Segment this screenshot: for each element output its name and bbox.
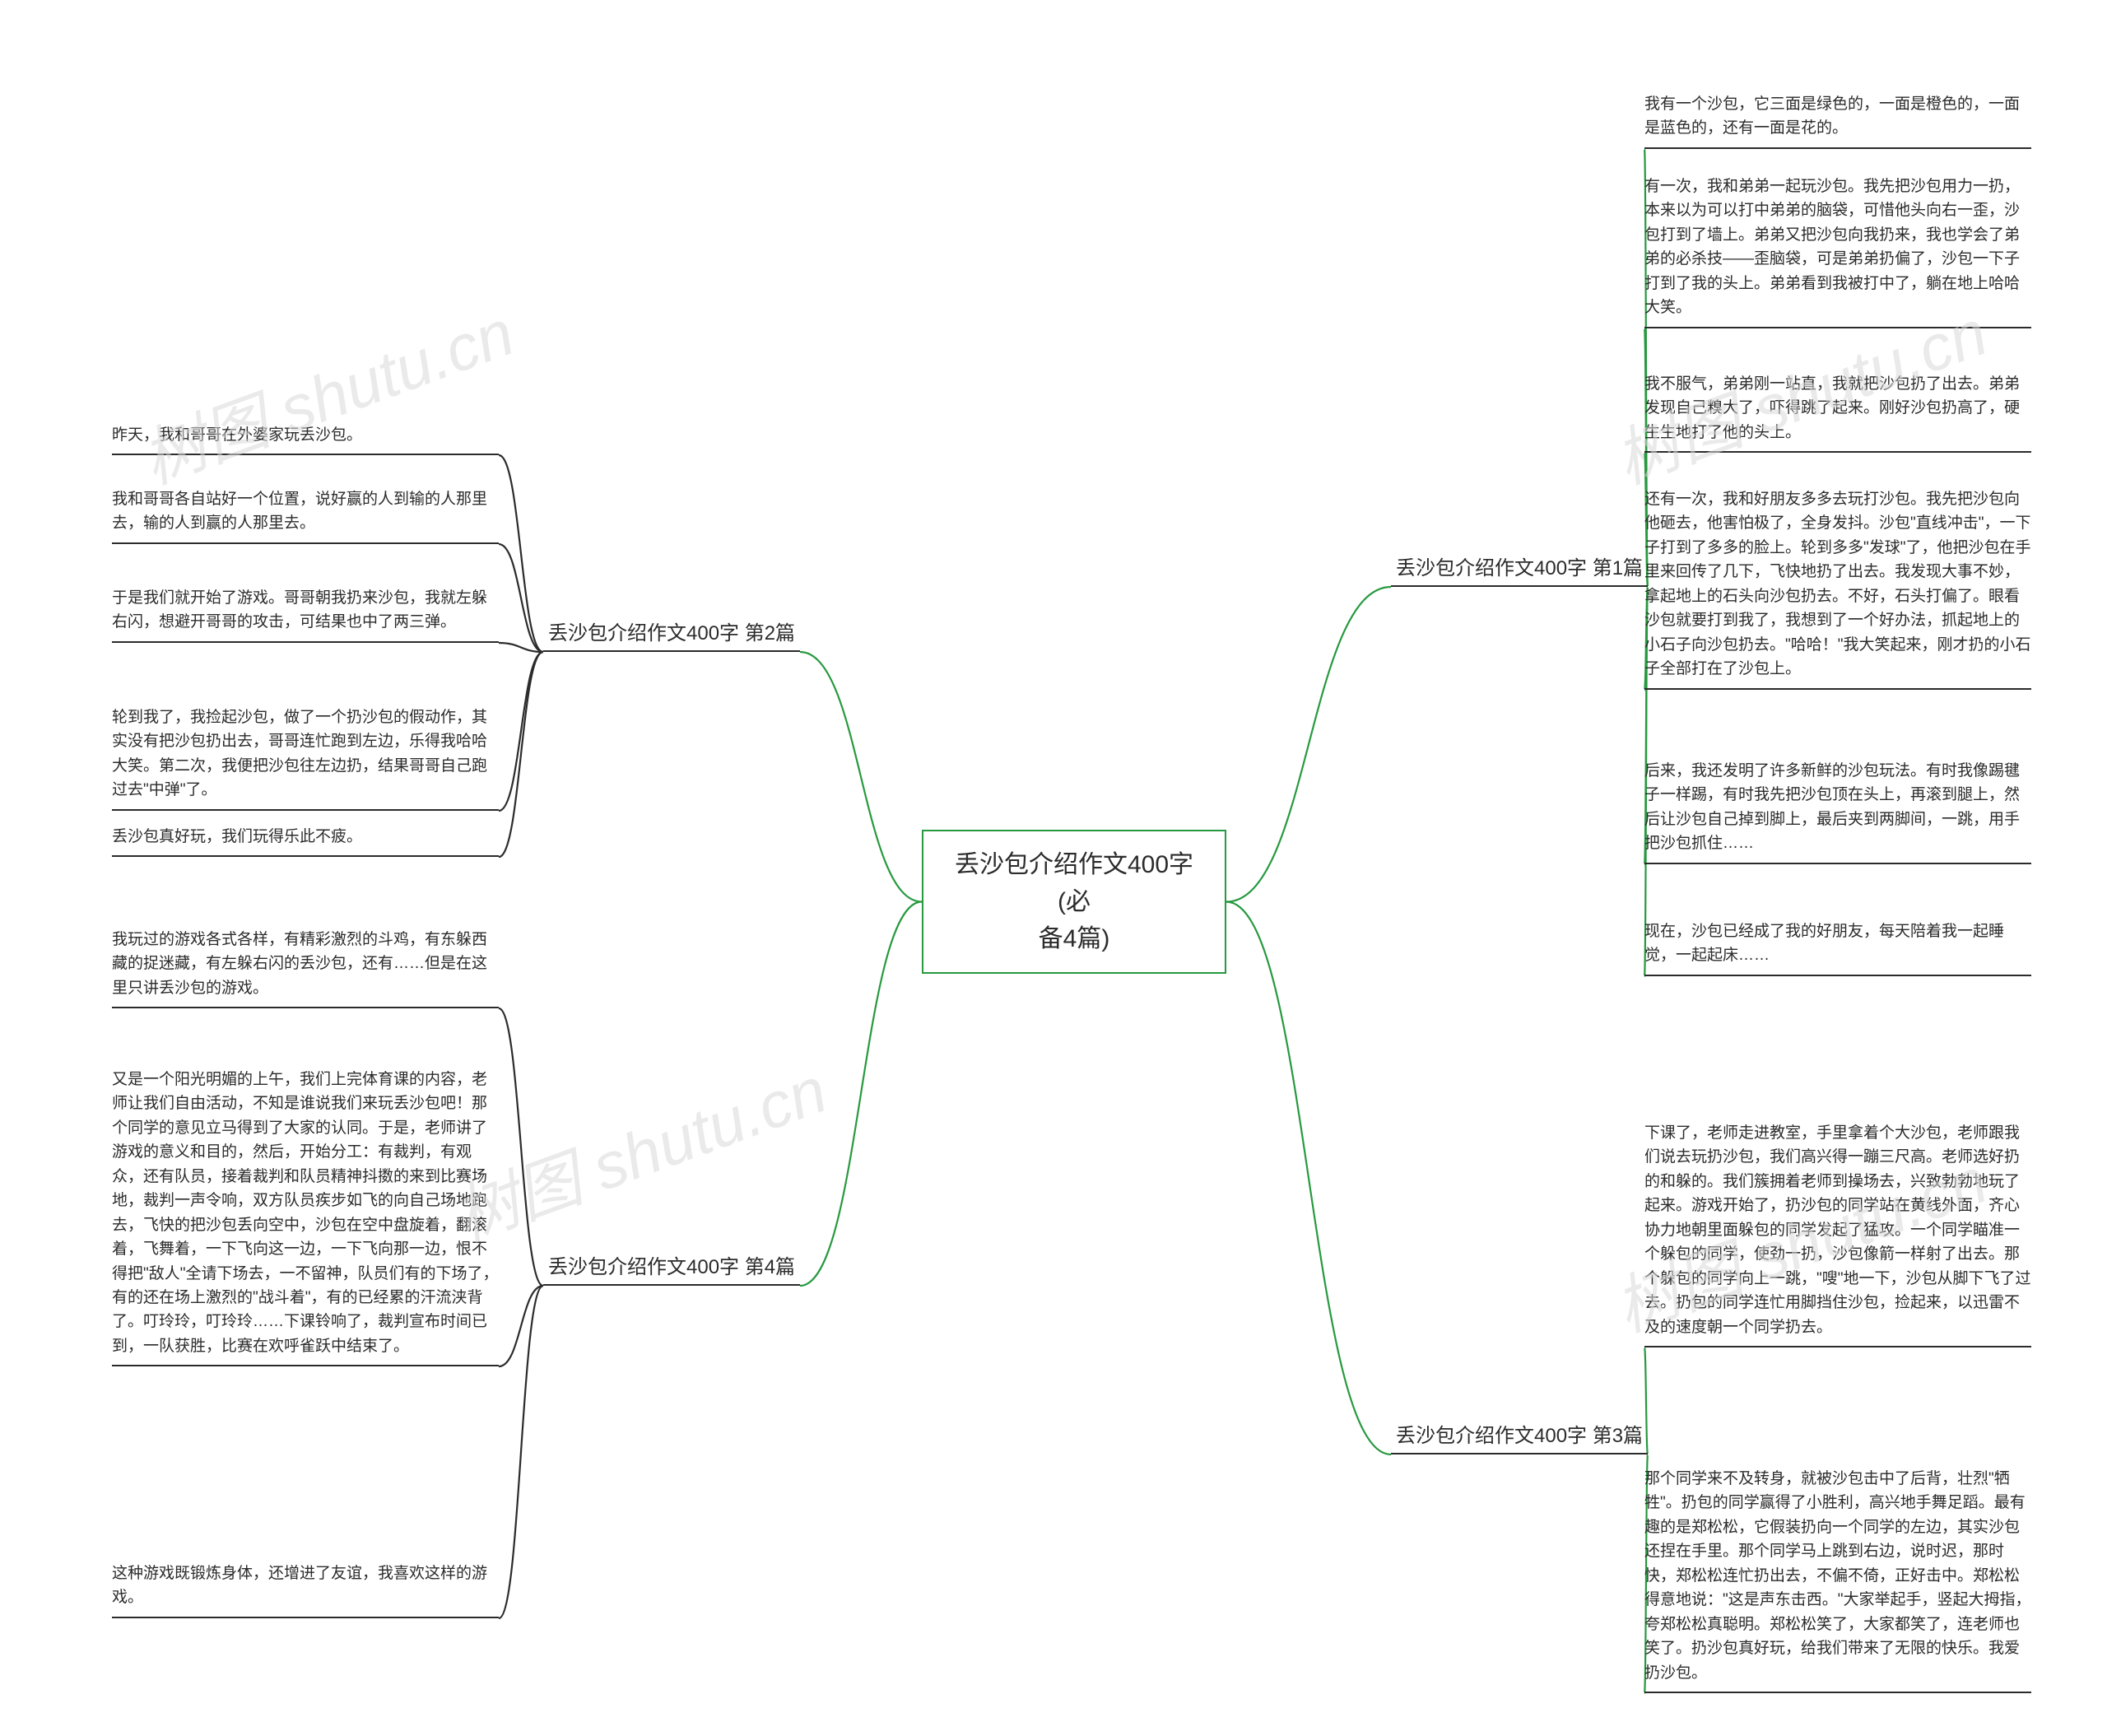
leaf-node: 我有一个沙包，它三面是绿色的，一面是橙色的，一面是蓝色的，还有一面是花的。: [1644, 91, 2031, 149]
branch-essay-3: 丢沙包介绍作文400字 第3篇: [1391, 1416, 1648, 1454]
leaf-node: 后来，我还发明了许多新鲜的沙包玩法。有时我像踢毽子一样踢，有时我先把沙包顶在头上…: [1644, 757, 2031, 864]
leaf-node: 昨天，我和哥哥在外婆家玩丢沙包。: [112, 421, 499, 455]
leaf-node: 于是我们就开始了游戏。哥哥朝我扔来沙包，我就左躲右闪，想避开哥哥的攻击，可结果也…: [112, 584, 499, 643]
leaf-node: 我不服气，弟弟刚一站直，我就把沙包扔了出去。弟弟发现自己糗大了，吓得跳了起来。刚…: [1644, 370, 2031, 453]
leaf-node: 我玩过的游戏各式各样，有精彩激烈的斗鸡，有东躲西藏的捉迷藏，有左躲右闪的丢沙包，…: [112, 926, 499, 1008]
leaf-node: 轮到我了，我捡起沙包，做了一个扔沙包的假动作，其实没有把沙包扔出去，哥哥连忙跑到…: [112, 704, 499, 811]
branch-essay-1: 丢沙包介绍作文400字 第1篇: [1391, 548, 1648, 587]
leaf-node: 这种游戏既锻炼身体，还增进了友谊，我喜欢这样的游戏。: [112, 1560, 499, 1618]
root-node: 丢沙包介绍作文400字(必 备4篇): [922, 830, 1226, 974]
branch-essay-4: 丢沙包介绍作文400字 第4篇: [543, 1247, 800, 1286]
leaf-node: 我和哥哥各自站好一个位置，说好赢的人到输的人那里去，输的人到赢的人那里去。: [112, 486, 499, 544]
leaf-node: 那个同学来不及转身，就被沙包击中了后背，壮烈"牺牲"。扔包的同学赢得了小胜利，高…: [1644, 1465, 2031, 1693]
leaf-node: 有一次，我和弟弟一起玩沙包。我先把沙包用力一扔，本来以为可以打中弟弟的脑袋，可惜…: [1644, 173, 2031, 328]
mindmap-canvas: 丢沙包介绍作文400字(必 备4篇) 丢沙包介绍作文400字 第1篇 丢沙包介绍…: [0, 0, 2107, 1736]
leaf-node: 又是一个阳光明媚的上午，我们上完体育课的内容，老师让我们自由活动，不知是谁说我们…: [112, 1066, 499, 1366]
root-title-line2: 备4篇): [947, 920, 1202, 957]
root-title-line1: 丢沙包介绍作文400字(必: [947, 846, 1202, 920]
branch-essay-2: 丢沙包介绍作文400字 第2篇: [543, 613, 800, 652]
leaf-node: 下课了，老师走进教室，手里拿着个大沙包，老师跟我们说去玩扔沙包，我们高兴得一蹦三…: [1644, 1119, 2031, 1347]
leaf-node: 还有一次，我和好朋友多多去玩打沙包。我先把沙包向他砸去，他害怕极了，全身发抖。沙…: [1644, 486, 2031, 690]
watermark-text: 树图 shutu.cn: [128, 282, 524, 502]
leaf-node: 丢沙包真好玩，我们玩得乐此不疲。: [112, 823, 499, 857]
watermark-text: 树图 shutu.cn: [440, 1040, 837, 1259]
leaf-node: 现在，沙包已经成了我的好朋友，每天陪着我一起睡觉，一起起床……: [1644, 918, 2031, 976]
